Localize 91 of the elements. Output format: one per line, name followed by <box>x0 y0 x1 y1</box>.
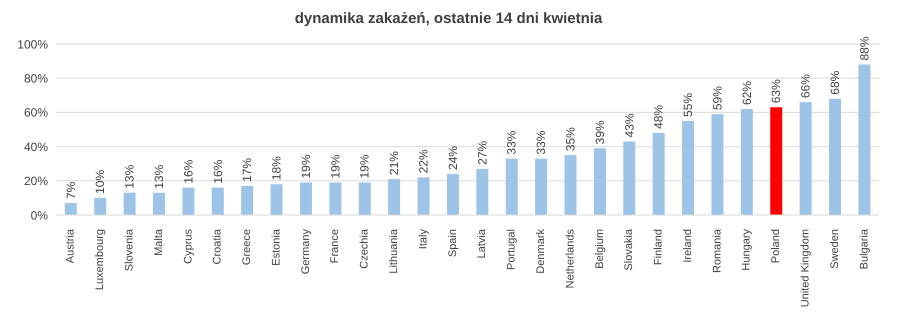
x-tick-label: Greece <box>241 229 254 266</box>
data-label: 19% <box>298 154 313 179</box>
x-tick-label: Slovenia <box>123 228 136 272</box>
data-label: 16% <box>181 159 196 184</box>
data-label: 27% <box>475 140 490 165</box>
bar <box>418 177 430 215</box>
bar <box>740 108 753 215</box>
data-label: 18% <box>270 156 284 180</box>
bar <box>800 102 812 215</box>
x-tick-label: Slovakia <box>623 228 636 271</box>
data-label: 10% <box>93 170 108 194</box>
bar <box>300 182 312 215</box>
data-label: 33% <box>504 130 519 155</box>
bar <box>182 188 194 215</box>
data-label: 17% <box>240 158 254 182</box>
bar <box>124 192 136 215</box>
x-tick-label: Spain <box>446 229 459 258</box>
x-tick-label: Czechia <box>358 228 371 269</box>
x-tick-label: Portugal <box>506 229 518 270</box>
y-tick-label: 80% <box>24 71 48 86</box>
bar <box>711 114 724 215</box>
data-label: 7% <box>64 181 78 200</box>
data-label: 63% <box>769 78 784 104</box>
x-tick-label: United Kingdom <box>800 229 812 308</box>
y-tick-label: 100% <box>17 37 48 52</box>
data-label: 68% <box>828 70 842 95</box>
data-label: 13% <box>122 164 137 189</box>
x-tick-label: Bulgaria <box>858 228 870 270</box>
x-tick-label: Poland <box>770 229 782 264</box>
data-label: 35% <box>563 126 578 152</box>
data-label: 88% <box>857 36 872 61</box>
x-tick-label: Luxembourg <box>94 229 106 290</box>
bar <box>476 168 488 215</box>
bar <box>388 179 400 215</box>
bar <box>329 182 342 215</box>
bar <box>594 148 606 215</box>
bar <box>623 141 636 215</box>
bar <box>270 184 283 215</box>
data-label: 39% <box>592 120 607 144</box>
data-label: 66% <box>798 74 813 98</box>
bar <box>446 174 459 215</box>
x-tick-label: Belgium <box>594 229 606 269</box>
x-tick-label: Cyprus <box>182 228 194 264</box>
bar <box>535 158 548 215</box>
bar <box>212 188 224 215</box>
bar <box>858 64 870 215</box>
data-label: 33% <box>534 130 548 155</box>
x-tick-label: Malta <box>152 228 165 256</box>
x-tick-label: Denmark <box>534 228 547 274</box>
y-tick-label: 60% <box>24 106 48 120</box>
chart-title: dynamika zakażeń, ostatnie 14 dni kwietnia <box>294 9 604 29</box>
x-tick-label: Estonia <box>270 228 282 266</box>
x-tick-label: Sweden <box>828 229 841 269</box>
bar <box>358 182 371 215</box>
data-label: 43% <box>622 113 636 138</box>
data-label: 13% <box>152 164 166 189</box>
data-label: 59% <box>710 86 724 110</box>
x-tick-label: Austria <box>64 228 77 264</box>
data-label: 24% <box>446 146 460 170</box>
data-label: 55% <box>681 92 696 117</box>
data-label: 16% <box>210 159 225 184</box>
data-label: 19% <box>358 154 372 179</box>
x-tick-label: Romania <box>711 228 724 274</box>
bar <box>94 198 106 215</box>
bar <box>152 192 165 215</box>
x-tick-label: Germany <box>300 228 312 274</box>
bar <box>652 132 665 215</box>
x-tick-label: France <box>329 229 342 264</box>
x-tick-label: Hungary <box>740 228 753 271</box>
y-tick-label: 40% <box>24 140 48 154</box>
data-label: 48% <box>652 104 666 129</box>
x-tick-label: Latvia <box>476 228 488 258</box>
data-label: 19% <box>328 154 342 179</box>
data-label: 22% <box>416 149 431 174</box>
bar <box>564 155 576 215</box>
bar <box>770 107 782 215</box>
bar <box>682 120 694 215</box>
x-tick-label: Ireland <box>682 229 694 263</box>
y-tick-label: 20% <box>24 174 48 188</box>
data-label: 21% <box>387 150 402 176</box>
x-tick-label: Finland <box>652 229 665 266</box>
data-label: 62% <box>740 80 754 105</box>
y-tick-label: 0% <box>30 208 48 222</box>
x-tick-label: Italy <box>417 228 430 250</box>
bar <box>241 186 254 215</box>
x-tick-label: Lithuania <box>388 228 400 274</box>
x-tick-label: Netherlands <box>564 228 576 288</box>
bar <box>829 98 842 215</box>
bar <box>506 158 518 215</box>
bar <box>64 203 77 215</box>
x-tick-label: Croatia <box>212 228 224 264</box>
